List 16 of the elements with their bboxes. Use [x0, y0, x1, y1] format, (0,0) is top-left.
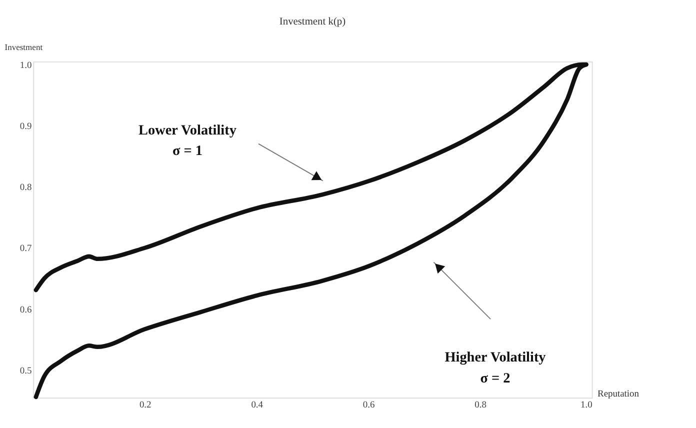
chart-title: Investment k(p): [279, 16, 346, 28]
y-axis-title: Investment: [4, 42, 44, 52]
annotation: Higher Volatility σ = 2: [444, 350, 546, 386]
y-tick-label: 0.5: [20, 366, 32, 376]
x-tick-label: 1.0: [580, 400, 593, 411]
x-tick-label: 0.4: [251, 400, 264, 411]
x-tick-label: 0.8: [474, 400, 487, 411]
y-tick-label: 0.9: [20, 122, 32, 132]
y-tick-label: 0.6: [20, 305, 32, 316]
x-tick-label: 0.2: [139, 400, 152, 411]
y-tick-label: 1.0: [20, 60, 32, 71]
x-axis-title: Reputation: [598, 390, 640, 400]
y-tick-label: 0.8: [20, 183, 32, 194]
x-tick-label: 0.6: [362, 400, 376, 411]
annotation: Lower Volatility σ = 1: [138, 122, 236, 160]
y-tick-label: 0.7: [20, 244, 32, 254]
